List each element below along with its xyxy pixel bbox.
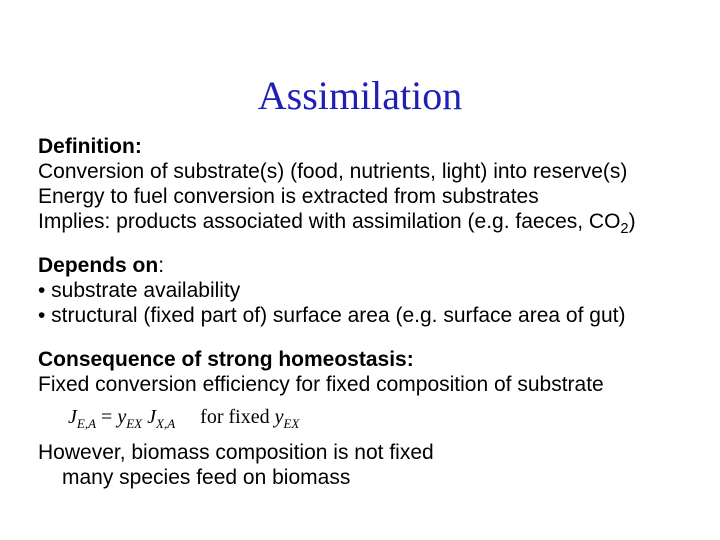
f-forfixed: for fixed bbox=[200, 406, 269, 428]
consequence-heading: Consequence of strong homeostasis: bbox=[38, 347, 720, 372]
co2-subscript: 2 bbox=[620, 221, 628, 237]
formula: JE,A = yEX JX,A for fixed yEX bbox=[68, 406, 299, 432]
f-A1: A bbox=[88, 416, 96, 431]
definition-block: Definition: Conversion of substrate(s) (… bbox=[38, 134, 720, 242]
definition-line-3: Implies: products associated with assimi… bbox=[38, 209, 720, 242]
f-A2: A bbox=[167, 416, 175, 431]
definition-line-3-post: ) bbox=[629, 210, 636, 233]
definition-line-2: Energy to fuel conversion is extracted f… bbox=[38, 184, 720, 209]
depends-colon: : bbox=[158, 254, 164, 277]
definition-heading: Definition: bbox=[38, 134, 720, 159]
f-E: E bbox=[77, 416, 85, 431]
slide-title: Assimilation bbox=[0, 72, 720, 119]
f-sp bbox=[175, 406, 200, 428]
f-J1: J bbox=[68, 406, 77, 428]
however-line-1: However, biomass composition is not fixe… bbox=[38, 440, 720, 465]
however-block: However, biomass composition is not fixe… bbox=[38, 440, 720, 490]
depends-heading: Depends on bbox=[38, 254, 158, 277]
depends-bullet-1: • substrate availability bbox=[38, 278, 720, 303]
definition-line-1: Conversion of substrate(s) (food, nutrie… bbox=[38, 159, 720, 184]
f-J2: J bbox=[147, 406, 156, 428]
depends-block: Depends on: • substrate availability • s… bbox=[38, 253, 720, 328]
consequence-block: Consequence of strong homeostasis: Fixed… bbox=[38, 347, 720, 397]
f-EX1: EX bbox=[126, 416, 142, 431]
f-EX2: EX bbox=[283, 416, 299, 431]
depends-bullet-2: • structural (fixed part of) surface are… bbox=[38, 303, 720, 328]
definition-line-3-pre: Implies: products associated with assimi… bbox=[38, 210, 620, 233]
slide: { "title": { "text": "Assimilation", "co… bbox=[0, 0, 720, 540]
depends-heading-line: Depends on: bbox=[38, 253, 720, 278]
f-eq: = bbox=[96, 406, 117, 428]
consequence-line: Fixed conversion efficiency for fixed co… bbox=[38, 372, 720, 397]
f-y1: y bbox=[117, 406, 126, 428]
f-X: X bbox=[156, 416, 164, 431]
however-line-2: many species feed on biomass bbox=[38, 465, 720, 490]
